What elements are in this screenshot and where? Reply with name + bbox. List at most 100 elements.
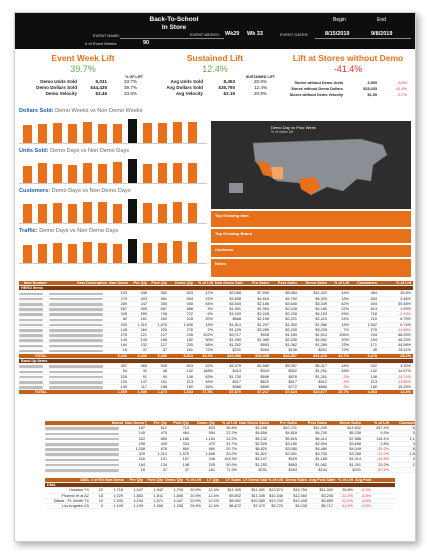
redacted-text xyxy=(49,318,103,322)
state-texas xyxy=(299,177,321,195)
table-cell: $3,180 xyxy=(285,441,297,446)
table-cell: -6.8% xyxy=(361,498,371,503)
table-cell: 12.4% xyxy=(208,493,219,498)
table-cell: 813 xyxy=(370,306,377,311)
redacted-text xyxy=(49,323,103,327)
table-cell: 554 xyxy=(208,431,215,436)
table-cell: $2,228 xyxy=(257,312,269,317)
table-cell: 470 xyxy=(208,441,215,446)
table-cell: 1,575 xyxy=(179,452,189,457)
chart-bar xyxy=(83,202,92,223)
table-cell: 15% xyxy=(205,322,213,327)
table-cell: 1,606 xyxy=(183,322,193,327)
table-cell: 1,716 xyxy=(113,488,123,493)
table-cell: 20.9% xyxy=(190,488,201,493)
lift-without-demo: Lift at Stores without Demo -41.4% Store… xyxy=(283,53,413,119)
table-cell: $3,720 xyxy=(271,503,283,508)
table-cell: 37 xyxy=(142,348,147,353)
table-cell: 168 xyxy=(160,338,167,343)
redacted-text xyxy=(49,386,103,389)
table-cell: 345 xyxy=(120,312,127,317)
column-header: Pre Sales xyxy=(251,281,269,285)
table-row: 298 405 434 470 31.7% $2,526 $3,180 $2,904 $3,69… xyxy=(45,441,415,447)
table-cell: $6,414 xyxy=(315,436,327,441)
table-cell: 322 xyxy=(138,436,145,441)
table-cell: 83% xyxy=(205,374,213,379)
table-total-row: TOTAL 1,069 1,306 1,472 1,633 47.5% $7,879 $7,2… xyxy=(19,390,413,396)
redacted-text xyxy=(45,458,119,462)
table-cell: 708 xyxy=(160,312,167,317)
customers-bars xyxy=(19,196,207,224)
table-cell: 48 xyxy=(162,369,167,374)
table-cell: $12,408 xyxy=(293,498,307,503)
panel-title: Customers: Demo Days vs Non Demo Days xyxy=(19,188,131,194)
chart-bar xyxy=(83,163,92,183)
column-header: Brand xyxy=(112,421,123,425)
lift-col-header: SUSTAINED LIFT xyxy=(245,75,275,79)
table-cell: 1,942 xyxy=(153,488,163,493)
chart-bar xyxy=(83,242,92,263)
table-cell xyxy=(19,385,49,389)
table-cell: TOTAL xyxy=(34,390,47,395)
redacted-text xyxy=(19,328,43,332)
column-header: Non Demo Sales xyxy=(215,281,243,285)
week-end: Wk 33 xyxy=(247,31,263,37)
table-cell: 823 xyxy=(208,426,215,431)
table-cell: $689 xyxy=(260,384,269,389)
table-cell: -43.8% xyxy=(376,457,389,462)
table-row: 103 436 552 603 47% $2,068 $7,599 $5,084 $11,422… xyxy=(19,291,413,297)
table-cell: $1,551 xyxy=(229,306,241,311)
chart-bar xyxy=(68,204,77,223)
redacted-text xyxy=(49,308,103,311)
table-cell: 688 xyxy=(186,306,193,311)
table-cell: 1,146 xyxy=(409,436,415,441)
table-cell: 23.2% xyxy=(378,462,389,467)
table-cell: $11,422 xyxy=(313,291,327,296)
table-cell: $231 xyxy=(232,348,241,353)
table-cell: 1,109 xyxy=(133,503,143,508)
table-cell: $4,180 xyxy=(315,306,327,311)
table-cell: 42 xyxy=(142,369,147,374)
table-cell: $1,291 xyxy=(315,374,327,379)
metric-row: Avg Dollars Sold $35,760 12.4% xyxy=(166,85,267,91)
table-cell: 713 xyxy=(182,426,189,431)
table-cell: 45% xyxy=(205,379,213,384)
table-cell xyxy=(49,297,109,301)
table-cell: 933 xyxy=(120,322,127,327)
table-cell: -2.03% xyxy=(398,312,411,317)
lift-col-header: % OF LIFT xyxy=(125,75,143,79)
title-line-2: In Store xyxy=(161,24,187,31)
table-row: 16 37 37 161 71.9% $231 $264 $104 $201 -87.5%36 xyxy=(45,468,415,473)
table-cell xyxy=(19,369,49,374)
table-cell: 20% xyxy=(341,338,349,343)
table-title-row: DMA xyxy=(45,483,395,489)
table-row: 149 117 158 180 26% $588 $689 $772 $866 -3% 180 16.… xyxy=(19,384,413,391)
table-cell: 405 xyxy=(160,441,167,446)
event-weeks-label: EVENT WEEKS: xyxy=(190,32,220,37)
chart-bar xyxy=(23,204,32,223)
table-cell: 226 xyxy=(120,374,127,379)
table-cell: $7,217 xyxy=(257,390,269,395)
column-header: LY Qty xyxy=(207,478,219,482)
table-cell: -21.0% xyxy=(376,452,389,457)
report-header: Back-To-School In Store EVENT NAME: # of… xyxy=(15,13,415,49)
table-cell: 162 xyxy=(160,317,167,322)
table-cell: $588 xyxy=(232,384,241,389)
column-header: % of Lift xyxy=(268,478,283,482)
table-cell: 1,306 xyxy=(137,390,147,395)
redacted-text xyxy=(45,453,119,457)
table-cell: 15% xyxy=(341,322,349,327)
table-cell: 1,306 xyxy=(153,503,163,508)
table-cell: 1,208 xyxy=(173,503,183,508)
table-cell: 103 xyxy=(120,291,127,296)
table-row: 322 855 1,186 1,164 22.2% $5,132 $5,825 $6,414 $… xyxy=(45,436,415,442)
map-subtitle: % of Sales Lift xyxy=(271,130,294,134)
chart-bar xyxy=(158,123,167,143)
event-weeks-count: 90 xyxy=(143,40,150,46)
lift-value: -41.4% xyxy=(333,64,363,74)
table-cell: $6,717 xyxy=(321,503,333,508)
table-title: HERO Items xyxy=(21,286,43,291)
table-cell xyxy=(19,348,49,353)
chart-bar xyxy=(158,243,167,263)
